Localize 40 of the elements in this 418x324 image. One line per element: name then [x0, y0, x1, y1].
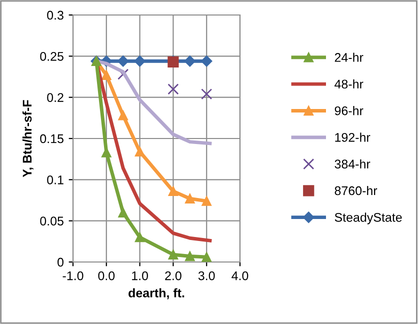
- legend-label: 96-hr: [334, 106, 364, 116]
- x-tick-label: 3.0: [198, 271, 215, 280]
- point: [102, 148, 112, 158]
- point: [185, 194, 195, 204]
- y-axis-title: Y, Btu/hr-sf-F: [22, 100, 34, 178]
- point: [134, 146, 145, 157]
- legend-label: 384-hr: [334, 159, 370, 169]
- y-tick-label: 0.1: [47, 175, 64, 184]
- x-tick-label: 0.0: [98, 271, 115, 280]
- point: [201, 88, 212, 100]
- point: [202, 252, 212, 262]
- point: [168, 250, 178, 260]
- point: [118, 110, 128, 120]
- x-tick-label: 2.0: [165, 271, 182, 280]
- y-tick-label: 0.2: [47, 93, 64, 102]
- legend-label: 192-hr: [335, 132, 370, 142]
- x-axis-title: dearth, ft.: [128, 288, 184, 300]
- y-tick-label: 0.25: [40, 52, 64, 61]
- point: [134, 232, 145, 242]
- y-tick-label: 0.3: [47, 10, 64, 20]
- point: [168, 84, 179, 95]
- point: [184, 56, 196, 67]
- legend-label: SteadyState: [334, 212, 402, 224]
- y-tick-label: 0.15: [40, 134, 64, 144]
- point: [102, 70, 112, 80]
- point: [134, 56, 146, 67]
- point: [117, 56, 129, 67]
- x-tick-label: 1.0: [132, 271, 148, 280]
- x-tick-label: -1.0: [62, 271, 84, 280]
- legend-label: 8760-hr: [334, 186, 378, 196]
- x-tick-label: 4.0: [232, 271, 248, 280]
- point: [200, 56, 212, 67]
- point: [202, 196, 212, 206]
- y-tick-label: 0: [58, 258, 64, 267]
- y-tick-label: 0.05: [40, 216, 64, 226]
- point: [168, 186, 178, 196]
- legend-label: 24-hr: [334, 52, 364, 62]
- point: [185, 251, 195, 262]
- point: [118, 208, 128, 218]
- legend-label: 48-hr: [334, 79, 364, 89]
